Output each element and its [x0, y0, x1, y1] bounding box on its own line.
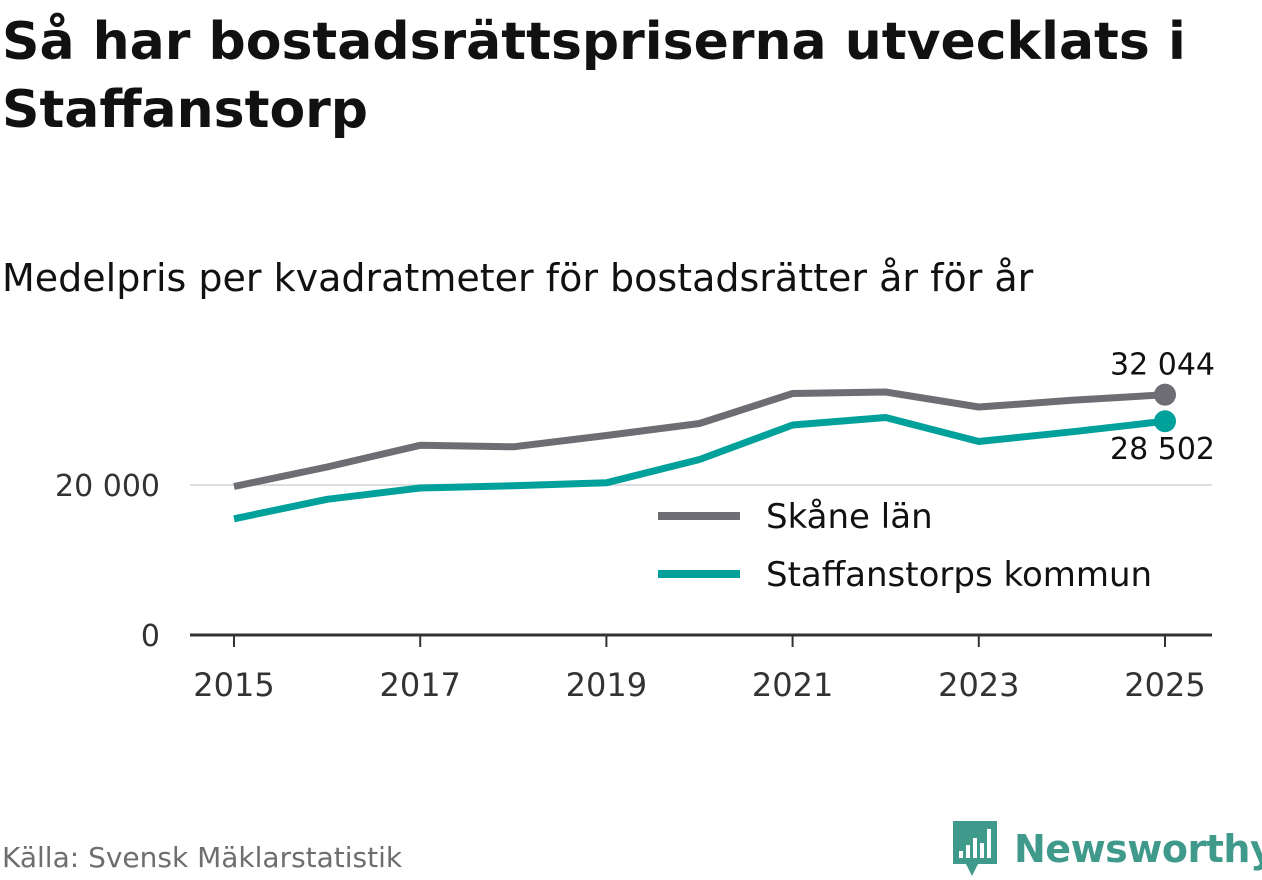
source-note: Källa: Svensk Mäklarstatistik — [2, 841, 403, 874]
end-value-label-1: 28 502 — [1110, 432, 1215, 467]
legend-background — [645, 490, 1185, 602]
brand-logo[interactable]: Newsworthy — [950, 818, 1262, 880]
x-tick-label: 2017 — [379, 666, 460, 704]
legend-label-0: Skåne län — [766, 497, 933, 537]
legend-label-1: Staffanstorps kommun — [766, 555, 1152, 595]
chart-title: Så har bostadsrättspriserna utvecklats i… — [2, 12, 1186, 140]
y-tick-label: 0 — [141, 619, 160, 654]
chart-subtitle: Medelpris per kvadratmeter för bostadsrä… — [2, 256, 1034, 300]
x-tick-label: 2015 — [193, 666, 274, 704]
y-tick-label: 20 000 — [55, 469, 160, 504]
x-tick-label: 2021 — [752, 666, 833, 704]
x-tick-label: 2019 — [566, 666, 647, 704]
x-tick-label: 2023 — [938, 666, 1019, 704]
x-tick-label: 2025 — [1124, 666, 1205, 704]
end-value-label-0: 32 044 — [1110, 348, 1215, 383]
series-line-0 — [233, 388, 1166, 490]
end-marker-0 — [1154, 383, 1176, 406]
series-line-1 — [233, 414, 1166, 523]
brand-name: Newsworthy — [1014, 827, 1262, 871]
newsworthy-logo-icon — [953, 821, 997, 876]
end-marker-1 — [1154, 410, 1176, 433]
